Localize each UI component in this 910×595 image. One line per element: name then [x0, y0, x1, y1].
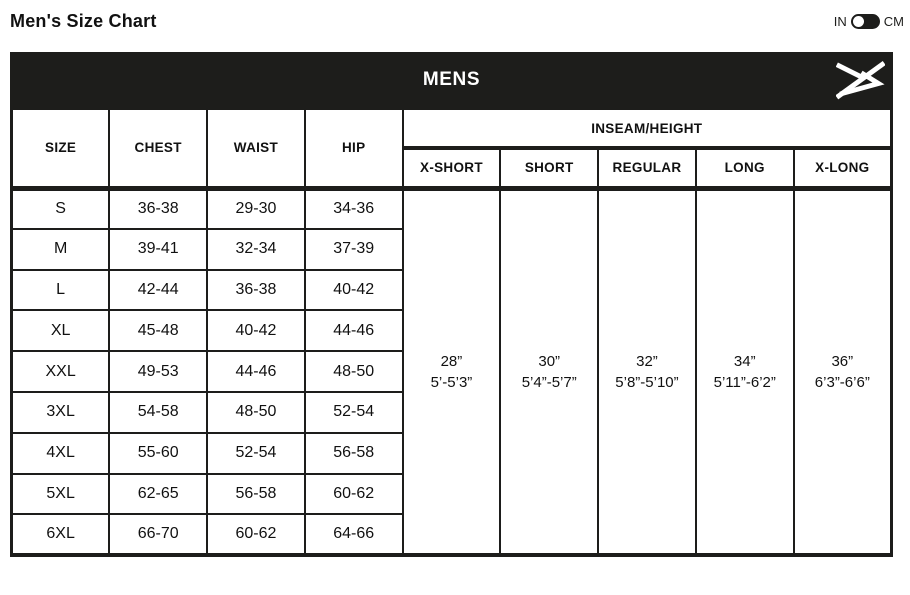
col-group-inseam-height: INSEAM/HEIGHT — [401, 108, 893, 150]
col-header-x-short: X-SHORT — [401, 147, 502, 191]
cell-hip: 44-46 — [303, 309, 404, 353]
cell-chest: 66-70 — [108, 513, 209, 557]
cell-inseam-x-short: 28” 5’-5’3” — [401, 186, 502, 557]
cell-chest: 54-58 — [108, 390, 209, 434]
inseam-value: 34” — [733, 352, 756, 370]
cell-size: M — [10, 227, 111, 271]
cell-inseam-x-long: 36” 6’3”-6’6” — [792, 186, 893, 557]
cell-size: 3XL — [10, 390, 111, 434]
table-row-xxl: XXL 49-53 44-46 48-50 — [10, 350, 892, 393]
cell-chest: 42-44 — [108, 268, 209, 312]
cell-size: XL — [10, 309, 111, 353]
cell-size: L — [10, 268, 111, 312]
cell-hip: 48-50 — [303, 350, 404, 393]
cell-waist: 48-50 — [206, 390, 306, 434]
cell-waist: 32-34 — [206, 227, 306, 271]
size-chart-page: Men's Size Chart IN CM MENS SIZE CHEST W… — [10, 10, 910, 558]
cell-waist: 56-58 — [206, 472, 306, 516]
col-header-long: LONG — [694, 147, 795, 191]
inseam-value: 28” — [440, 352, 463, 370]
col-header-x-long: X-LONG — [792, 147, 893, 191]
col-header-short: SHORT — [499, 147, 600, 191]
unit-toggle[interactable]: IN CM — [834, 14, 904, 29]
cell-chest: 45-48 — [108, 309, 209, 353]
cell-size: S — [10, 187, 111, 230]
mens-banner: MENS — [10, 52, 893, 108]
col-header-regular: REGULAR — [597, 147, 697, 191]
cell-size: 6XL — [10, 513, 111, 557]
cell-hip: 60-62 — [303, 472, 404, 516]
col-header-size: SIZE — [10, 108, 111, 191]
top-row: Men's Size Chart IN CM — [10, 10, 910, 52]
cell-waist: 36-38 — [206, 268, 306, 312]
height-range: 5’11”-6’2” — [713, 373, 776, 391]
cell-size: 4XL — [10, 431, 111, 475]
cell-chest: 39-41 — [108, 227, 209, 271]
cell-waist: 52-54 — [206, 431, 306, 475]
col-header-hip: HIP — [303, 108, 404, 191]
table-row-xl: XL 45-48 40-42 44-46 — [10, 309, 892, 353]
table-row-6xl: 6XL 66-70 60-62 64-66 — [10, 513, 892, 557]
table-row-l: L 42-44 36-38 40-42 — [10, 268, 892, 312]
height-range: 6’3”-6’6” — [814, 373, 870, 391]
altra-logo-icon — [836, 61, 885, 100]
cell-chest: 36-38 — [108, 187, 209, 230]
cell-inseam-short: 30” 5’4”-5’7” — [499, 186, 600, 557]
cell-hip: 56-58 — [303, 431, 404, 475]
table-row-5xl: 5XL 62-65 56-58 60-62 — [10, 472, 892, 516]
col-header-waist: WAIST — [206, 108, 306, 191]
table-row-m: M 39-41 32-34 37-39 — [10, 227, 892, 271]
table-body: S 36-38 29-30 34-36 28” 5’-5’3” 30” 5’4”… — [10, 186, 893, 557]
cell-hip: 40-42 — [303, 268, 404, 312]
unit-switch[interactable] — [850, 14, 880, 29]
banner-title: MENS — [422, 69, 481, 90]
cell-waist: 29-30 — [206, 187, 306, 230]
cell-hip: 34-36 — [303, 187, 404, 230]
cell-waist: 44-46 — [206, 350, 306, 393]
cell-size: XXL — [10, 350, 111, 393]
cell-chest: 62-65 — [108, 472, 209, 516]
page-title: Men's Size Chart — [10, 11, 157, 31]
unit-label-in: IN — [833, 14, 847, 29]
cell-waist: 60-62 — [206, 513, 306, 557]
height-range: 5’8”-5’10” — [615, 373, 679, 391]
size-chart-table: SIZE CHEST WAIST HIP INSEAM/HEIGHT X-SHO… — [10, 108, 893, 558]
cell-hip: 52-54 — [303, 390, 404, 434]
inseam-value: 30” — [538, 352, 561, 370]
table-row-s: S 36-38 29-30 34-36 28” 5’-5’3” 30” 5’4”… — [10, 186, 893, 557]
unit-label-cm: CM — [883, 14, 904, 29]
unit-switch-knob — [852, 16, 864, 27]
cell-hip: 37-39 — [303, 227, 404, 271]
height-range: 5’4”-5’7” — [521, 373, 577, 391]
cell-size: 5XL — [10, 472, 111, 516]
cell-hip: 64-66 — [303, 513, 404, 557]
cell-inseam-long: 34” 5’11”-6’2” — [694, 186, 795, 557]
table-header: SIZE CHEST WAIST HIP INSEAM/HEIGHT X-SHO… — [10, 108, 893, 191]
height-range: 5’-5’3” — [430, 373, 473, 391]
col-header-chest: CHEST — [108, 108, 209, 191]
cell-chest: 55-60 — [108, 431, 209, 475]
table-row-3xl: 3XL 54-58 48-50 52-54 — [10, 390, 892, 434]
table-row-4xl: 4XL 55-60 52-54 56-58 — [10, 431, 892, 475]
inseam-value: 36” — [831, 352, 854, 370]
cell-chest: 49-53 — [108, 350, 209, 393]
cell-waist: 40-42 — [206, 309, 306, 353]
cell-inseam-regular: 32” 5’8”-5’10” — [597, 186, 697, 557]
inseam-value: 32” — [636, 352, 658, 370]
